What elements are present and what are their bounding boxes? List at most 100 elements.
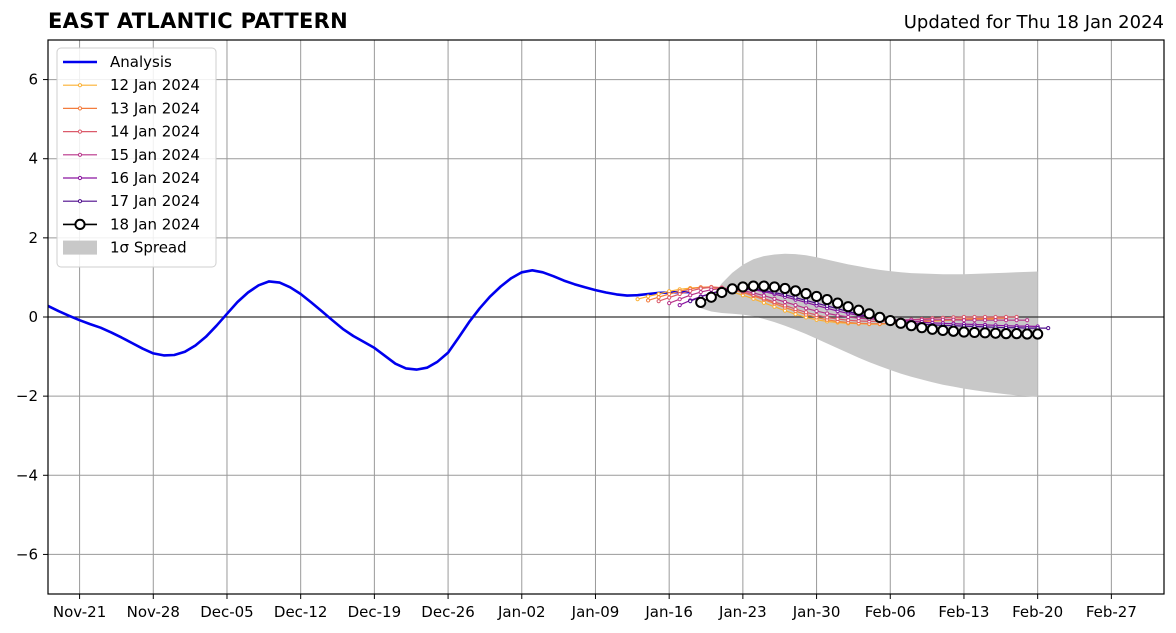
x-tick-label: Dec-12 bbox=[274, 603, 328, 621]
legend-forecast-marker bbox=[77, 152, 83, 157]
legend-analysis-label: Analysis bbox=[110, 53, 172, 71]
legend-forecast-label: 18 Jan 2024 bbox=[110, 215, 200, 233]
forecast-point bbox=[1021, 328, 1033, 340]
forecast-point bbox=[667, 291, 672, 297]
y-tick-label: 6 bbox=[28, 71, 38, 89]
forecast-point bbox=[853, 304, 865, 316]
x-tick-label: Jan-23 bbox=[718, 603, 767, 621]
forecast-point bbox=[1025, 318, 1030, 323]
forecast-point bbox=[874, 311, 886, 323]
forecast-point bbox=[937, 324, 949, 337]
forecast-point bbox=[782, 303, 788, 308]
forecast-point bbox=[951, 317, 956, 322]
forecast-point bbox=[842, 301, 854, 313]
forecast-point bbox=[884, 314, 896, 327]
forecast-point bbox=[646, 298, 651, 303]
legend-spread-label: 1σ Spread bbox=[110, 239, 187, 257]
y-tick-label: −4 bbox=[16, 466, 38, 484]
forecast-point bbox=[793, 303, 798, 308]
y-tick-label: −2 bbox=[16, 387, 38, 405]
chart-title: EAST ATLANTIC PATTERN bbox=[48, 9, 348, 33]
forecast-point bbox=[968, 326, 981, 339]
forecast-point bbox=[979, 327, 991, 339]
forecast-point bbox=[726, 283, 738, 295]
forecast-point bbox=[800, 288, 812, 300]
forecast-point bbox=[646, 294, 651, 299]
forecast-point bbox=[705, 291, 717, 303]
forecast-series-6 bbox=[695, 280, 1044, 340]
legend-box bbox=[56, 47, 217, 268]
forecast-point bbox=[688, 288, 693, 293]
axis-ticks: Nov-21 Nov-28 Dec-05 Dec-12 Dec-19 Dec-26 Jan-… bbox=[16, 71, 1137, 621]
x-tick-label: Jan-16 bbox=[644, 603, 693, 621]
x-tick-label: Feb-27 bbox=[1086, 603, 1137, 621]
forecast-point bbox=[905, 320, 917, 332]
forecast-point bbox=[993, 318, 998, 323]
forecast-point bbox=[677, 297, 682, 302]
forecast-point bbox=[698, 289, 703, 295]
legend-forecast-label: 14 Jan 2024 bbox=[110, 123, 200, 141]
forecast-point bbox=[814, 312, 819, 318]
x-tick-label: Dec-05 bbox=[200, 603, 254, 621]
forecast-point bbox=[1003, 318, 1009, 323]
forecast-point bbox=[695, 296, 707, 308]
forecast-point bbox=[656, 295, 661, 300]
forecast-point bbox=[677, 303, 682, 308]
legend-forecast-label: 16 Jan 2024 bbox=[110, 169, 200, 187]
forecast-point bbox=[821, 293, 833, 306]
y-tick-label: 4 bbox=[28, 150, 38, 168]
forecast-point bbox=[835, 313, 840, 318]
forecast-point bbox=[824, 315, 830, 320]
legend-forecast-marker bbox=[77, 129, 83, 134]
analysis-series bbox=[47, 268, 691, 371]
forecast-point bbox=[989, 327, 1002, 339]
x-tick-label: Feb-06 bbox=[865, 603, 916, 621]
forecast-point bbox=[789, 285, 802, 297]
forecast-point bbox=[737, 281, 749, 293]
legend-forecast-label: 12 Jan 2024 bbox=[110, 76, 200, 94]
forecast-point bbox=[709, 287, 714, 292]
analysis-line bbox=[47, 268, 691, 371]
legend-spread-swatch bbox=[63, 240, 97, 255]
forecast-point bbox=[940, 317, 946, 322]
forecast-point bbox=[832, 297, 844, 309]
forecast-point bbox=[768, 281, 781, 293]
forecast-point bbox=[793, 295, 798, 300]
legend-forecast-marker bbox=[77, 199, 83, 204]
forecast-point bbox=[947, 325, 960, 337]
x-tick-label: Nov-21 bbox=[53, 603, 106, 621]
forecast-point bbox=[982, 318, 988, 323]
forecast-point bbox=[677, 291, 682, 297]
forecast-point bbox=[656, 299, 661, 304]
forecast-point bbox=[698, 286, 703, 291]
chart-subtitle: Updated for Thu 18 Jan 2024 bbox=[903, 12, 1164, 33]
forecast-point bbox=[835, 316, 840, 322]
legend: Analysis 12 Jan 2024 13 Jan 2024 14 Jan 202… bbox=[56, 47, 217, 268]
y-tick-label: 0 bbox=[28, 308, 38, 326]
forecast-point bbox=[961, 318, 967, 323]
forecast-point bbox=[761, 293, 767, 298]
forecast-point bbox=[1032, 328, 1044, 340]
legend-forecast-marker bbox=[77, 106, 83, 111]
forecast-series bbox=[635, 280, 1051, 340]
x-tick-label: Jan-30 bbox=[792, 603, 841, 621]
x-tick-label: Jan-02 bbox=[497, 603, 546, 621]
forecast-point bbox=[810, 290, 823, 303]
x-tick-label: Feb-13 bbox=[938, 603, 989, 621]
x-tick-label: Dec-19 bbox=[348, 603, 402, 621]
forecast-point bbox=[772, 296, 777, 301]
y-tick-label: −6 bbox=[16, 545, 38, 563]
forecast-point bbox=[1000, 328, 1012, 340]
forecast-point bbox=[926, 323, 938, 335]
y-tick-label: 2 bbox=[28, 229, 38, 247]
forecast-point bbox=[758, 280, 770, 292]
forecast-point bbox=[782, 299, 788, 305]
legend-forecast-marker bbox=[77, 175, 83, 181]
forecast-point bbox=[635, 297, 640, 302]
forecast-point bbox=[814, 308, 819, 314]
forecast-point bbox=[667, 295, 672, 300]
forecast-point bbox=[803, 310, 809, 315]
forecast-point bbox=[779, 282, 791, 295]
forecast-point bbox=[1046, 325, 1051, 331]
forecast-point bbox=[1011, 328, 1023, 340]
